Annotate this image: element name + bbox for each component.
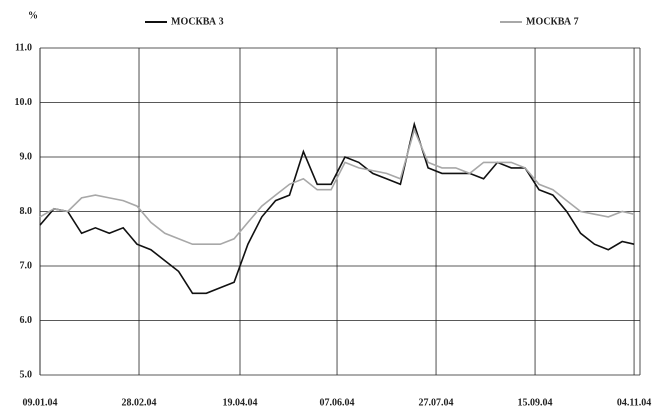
y-tick-label: 11.0: [15, 42, 32, 53]
x-tick-label: 04.11.04: [617, 397, 651, 408]
y-tick-label: 8.0: [20, 206, 33, 217]
y-tick-label: 9.0: [20, 151, 33, 162]
y-axis-label: %: [28, 10, 38, 21]
legend-label: МОСКВА 3: [171, 16, 224, 27]
x-tick-label: 28.02.04: [122, 397, 157, 408]
x-tick-label: 07.06.04: [320, 397, 355, 408]
x-tick-label: 09.01.04: [23, 397, 58, 408]
legend-label: МОСКВА 7: [526, 16, 579, 27]
series-line: [39, 121, 635, 295]
y-tick-label: 6.0: [20, 315, 33, 326]
x-tick-label: 27.07.04: [419, 397, 454, 408]
x-tick-label: 19.04.04: [223, 397, 258, 408]
y-tick-label: 10.0: [15, 97, 33, 108]
x-tick-label: 15.09.04: [518, 397, 553, 408]
y-tick-label: 5.0: [20, 369, 33, 380]
series-line: [39, 127, 635, 245]
y-tick-label: 7.0: [20, 260, 33, 271]
